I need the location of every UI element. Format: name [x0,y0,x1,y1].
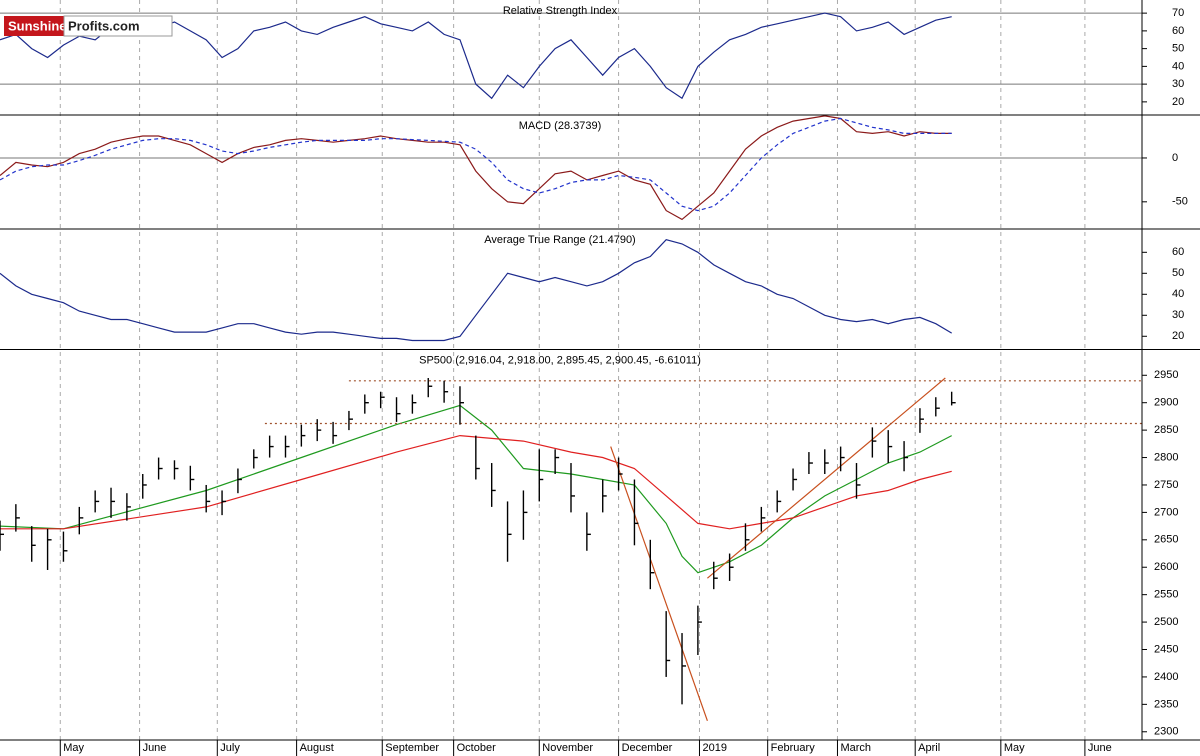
series-line [707,377,946,579]
y-tick-label: -50 [1172,196,1188,208]
y-tick-label: 2350 [1154,698,1178,710]
logo-text: Profits.com [68,18,140,33]
x-tick-label: August [300,742,334,754]
x-tick-label: July [220,742,240,754]
y-tick-label: 60 [1172,25,1184,37]
y-tick-label: 20 [1172,96,1184,108]
x-tick-label: May [63,742,84,754]
y-tick-label: 50 [1172,43,1184,55]
series-line [0,404,952,574]
grid [0,0,1142,740]
y-tick-label: 40 [1172,288,1184,300]
logo-text: Sunshine [8,18,67,33]
series-line [0,239,953,342]
x-tick-label: 2019 [702,742,726,754]
y-tick-label: 2450 [1154,643,1178,655]
series-line [0,117,952,212]
y-tick-label: 0 [1172,152,1178,164]
y-tick-label: 60 [1172,246,1184,258]
y-tick-label: 20 [1172,330,1184,342]
y-tick-label: 2850 [1154,424,1178,436]
x-tick-label: May [1004,742,1025,754]
x-tick-label: February [771,742,816,754]
y-tick-label: 2300 [1154,726,1178,738]
x-tick-label: September [385,742,439,754]
x-tick-label: April [918,742,940,754]
x-tick-label: October [457,742,496,754]
y-tick-label: 2750 [1154,479,1178,491]
panel-title: SP500 (2,916.04, 2,918.00, 2,895.45, 2,9… [419,354,701,366]
x-tick-label: November [542,742,593,754]
y-tick-label: 40 [1172,60,1184,72]
y-tick-label: 2950 [1154,369,1178,381]
y-tick-label: 2500 [1154,616,1178,628]
logo: Sunshine Profits.com [4,15,173,37]
y-tick-label: 70 [1172,7,1184,19]
y-tick-label: 30 [1172,309,1184,321]
y-tick-label: 50 [1172,267,1184,279]
x-tick-label: December [622,742,673,754]
logo-box [63,15,173,37]
panel-title: MACD (28.3739) [519,120,602,132]
y-tick-label: 30 [1172,78,1184,90]
y-tick-label: 2550 [1154,589,1178,601]
x-tick-label: June [1088,742,1112,754]
x-tick-label: March [840,742,871,754]
panel-title: Relative Strength Index [503,5,618,17]
y-tick-label: 2600 [1154,561,1178,573]
marks: May June July August September October Novembe… [0,5,1188,756]
series-line [0,434,952,530]
y-tick-label: 2400 [1154,671,1178,683]
series-line [0,115,952,221]
panel-title: Average True Range (21.4790) [484,234,635,246]
x-tick-label: June [143,742,167,754]
series-line [610,446,708,721]
logo-box [4,16,64,36]
y-tick-label: 2800 [1154,451,1178,463]
y-tick-label: 2900 [1154,397,1178,409]
y-tick-label: 2700 [1154,506,1178,518]
y-tick-label: 2650 [1154,534,1178,546]
